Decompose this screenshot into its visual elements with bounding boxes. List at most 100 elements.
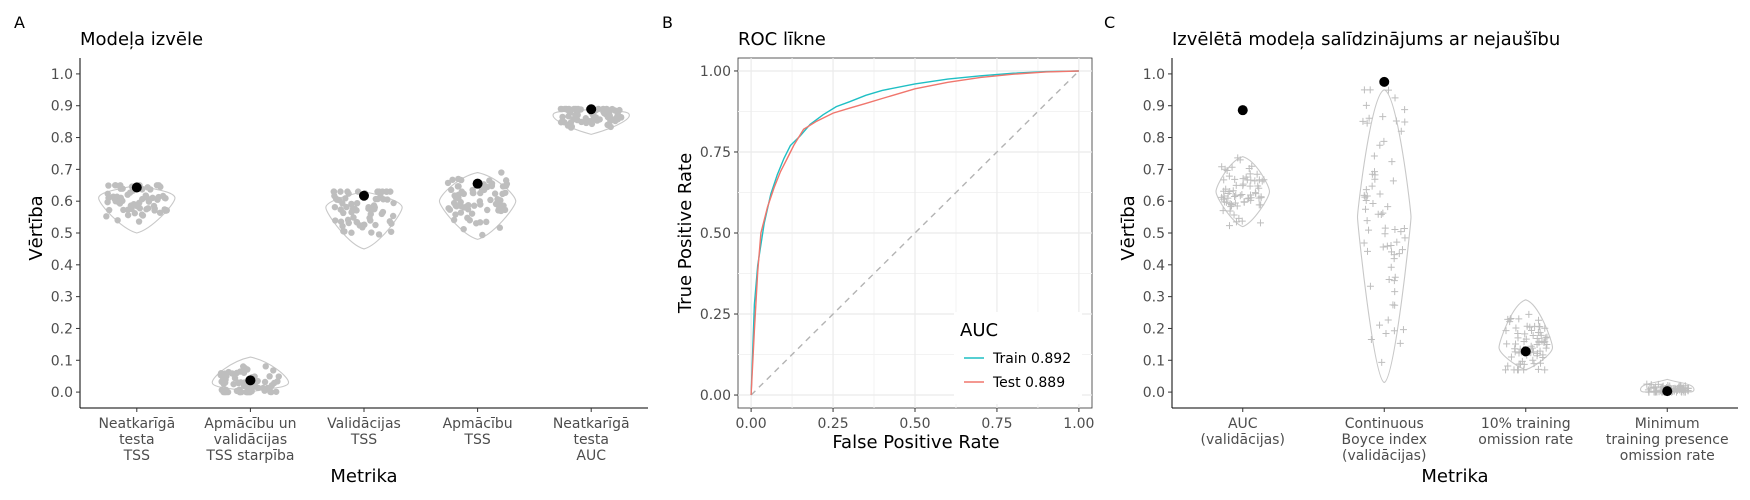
y-tick-label: 0.4 [51,258,73,274]
x-tick-label: Boyce index [1341,432,1427,448]
jitter-point [477,201,484,208]
jitter-point [1362,197,1370,205]
jitter-point [572,105,580,113]
x-tick-label: 0.25 [817,416,848,432]
jitter-point [487,196,494,204]
jitter-point [1502,327,1510,335]
jitter-point [1391,273,1399,281]
jitter-point [1257,201,1265,209]
jitter-point [264,384,271,392]
jitter-point [1397,228,1405,236]
jitter-point [1224,189,1232,197]
panel-a-letter: A [14,13,25,32]
panel-b-title: ROC līkne [738,29,826,50]
jitter-point [222,388,230,396]
jitter-point [1367,335,1375,343]
x-tick-label: 0.75 [981,416,1012,432]
jitter-point [1365,114,1373,122]
jitter-point [1227,203,1235,211]
jitter-point [1378,358,1386,366]
jitter-point [1503,340,1511,348]
jitter-point [1247,191,1255,199]
jitter-point [1529,356,1537,364]
jitter-point [120,206,127,214]
jitter-point [1395,250,1403,258]
violin [1498,299,1554,371]
legend-title: AUC [960,320,998,341]
panel-a: A Modeļa izvēle Vērtība Metrika 0.00.10.… [14,13,648,487]
jitter-point [332,217,339,224]
violin [552,108,630,135]
jitter-point [343,203,350,211]
x-tick-label: training presence [1606,432,1729,448]
jitter-point [136,199,143,207]
jitter-point [479,231,486,239]
jitter-point [1542,344,1550,352]
panel-c-y-axis-title: Vērtība [1118,195,1139,260]
jitter-point [465,201,472,209]
jitter-point [139,212,147,219]
jitter-point [1231,175,1239,183]
selected-point [586,104,597,115]
jitter-point [497,197,504,204]
jitter-point [1231,193,1239,201]
panel-a-plot: 0.0 0.1 0.2 0.3 0.4 0.5 0.6 0.7 0.8 0.9 1.0 Neatkar… [51,58,648,464]
jitter-point [231,374,239,382]
jitter-point [1363,119,1371,127]
x-tick-label: 1.00 [1063,416,1094,432]
jitter-point [1387,263,1395,271]
jitter-point [1384,86,1392,94]
jitter-point [339,200,346,207]
jitter-point [1362,101,1370,109]
jitter-point [262,363,269,370]
jitter-point [1359,117,1367,125]
jitter-point [353,199,361,207]
violin [438,171,517,240]
jitter-point [1387,242,1395,250]
jitter-point [244,388,251,396]
jitter-point [1363,217,1371,225]
x-tick-label: Apmācību un [204,416,296,432]
jitter-point [337,218,345,225]
jitter-point [502,182,510,190]
jitter-point [1376,321,1384,329]
jitter-point [242,383,250,390]
jitter-point [1401,234,1409,242]
legend-label-train: Train 0.892 [992,351,1071,367]
jitter-point [484,183,491,191]
selected-point [1662,386,1673,397]
jitter-point [1397,127,1405,135]
jitter-point [450,199,458,207]
jitter-point [1364,247,1371,255]
jitter-point [1246,170,1254,178]
jitter-point [379,188,386,195]
jitter-point [124,211,132,219]
jitter-point [1514,334,1522,342]
jitter-point [1231,199,1239,207]
jitter-point [112,182,119,189]
panel-b-letter: B [662,13,673,32]
y-tick-label: 1.0 [51,67,73,83]
jitter-point [261,378,269,386]
x-tick-label: Neatkarīgā [98,416,175,432]
jitter-point [1401,118,1409,126]
x-tick-label: Apmācību [443,416,513,432]
jitter-point [1533,352,1541,360]
x-tick-label: TSS [350,432,377,448]
jitter-point [228,370,236,377]
jitter-point [389,212,397,220]
panel-b-x-axis-title: False Positive Rate [832,432,999,453]
jitter-point [444,179,452,187]
jitter-point [374,188,381,195]
jitter-point [337,188,344,195]
jitter-point [1390,277,1398,285]
jitter-point [1384,203,1392,211]
jitter-point [605,109,613,116]
x-tick-label: Neatkarīgā [553,416,630,432]
jitter-point [1388,158,1396,166]
y-tick-label: 0.7 [1143,162,1165,178]
jitter-point [1225,222,1233,230]
x-tick-label: TSS [123,448,150,464]
x-tick-label: Minimum [1635,416,1700,432]
